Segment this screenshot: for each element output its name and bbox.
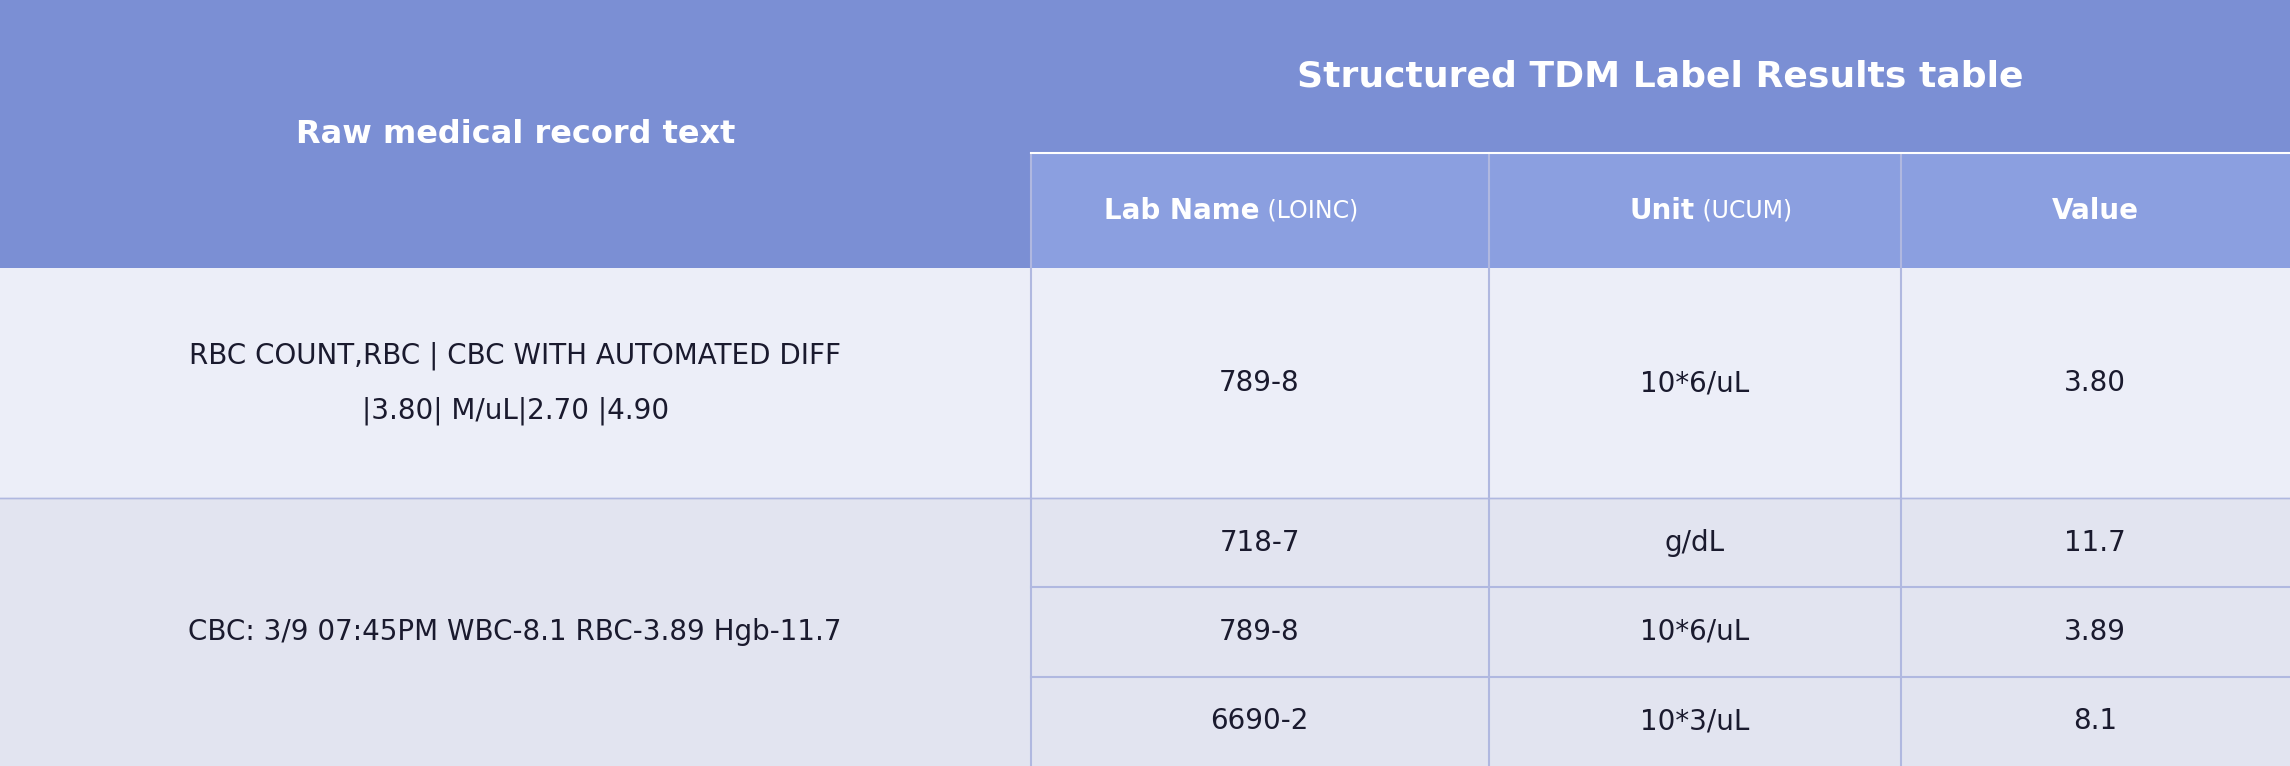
Text: 10*3/uL: 10*3/uL [1640,707,1750,735]
Text: CBC: 3/9 07:45PM WBC-8.1 RBC-3.89 Hgb-11.7: CBC: 3/9 07:45PM WBC-8.1 RBC-3.89 Hgb-11… [188,618,843,646]
Text: Unit: Unit [1630,197,1695,224]
Bar [0,153,1030,268]
Text: RBC COUNT,RBC | CBC WITH AUTOMATED DIFF: RBC COUNT,RBC | CBC WITH AUTOMATED DIFF [190,341,840,370]
Text: |3.80| M/uL|2.70 |4.90: |3.80| M/uL|2.70 |4.90 [362,396,669,425]
Text: 3.80: 3.80 [2063,369,2127,397]
Text: (LOINC): (LOINC) [1260,198,1358,223]
Text: Lab Name: Lab Name [1104,197,1260,224]
Text: 718-7: 718-7 [1218,529,1301,557]
Text: Value: Value [2052,197,2139,224]
Text: 789-8: 789-8 [1218,369,1301,397]
Text: 3.89: 3.89 [2063,618,2127,646]
Text: 10*6/uL: 10*6/uL [1640,618,1750,646]
Bar [1030,153,2290,268]
Text: 8.1: 8.1 [2072,707,2118,735]
Text: 10*6/uL: 10*6/uL [1640,369,1750,397]
Bar [0,0,2290,153]
Text: Structured TDM Label Results table: Structured TDM Label Results table [1296,60,2024,93]
Bar [0,268,2290,498]
Text: 789-8: 789-8 [1218,618,1301,646]
Text: 6690-2: 6690-2 [1211,707,1308,735]
Text: g/dL: g/dL [1665,529,1724,557]
Text: (UCUM): (UCUM) [1695,198,1791,223]
Text: Raw medical record text: Raw medical record text [295,119,735,149]
Text: 11.7: 11.7 [2066,529,2125,557]
Bar [0,498,2290,766]
